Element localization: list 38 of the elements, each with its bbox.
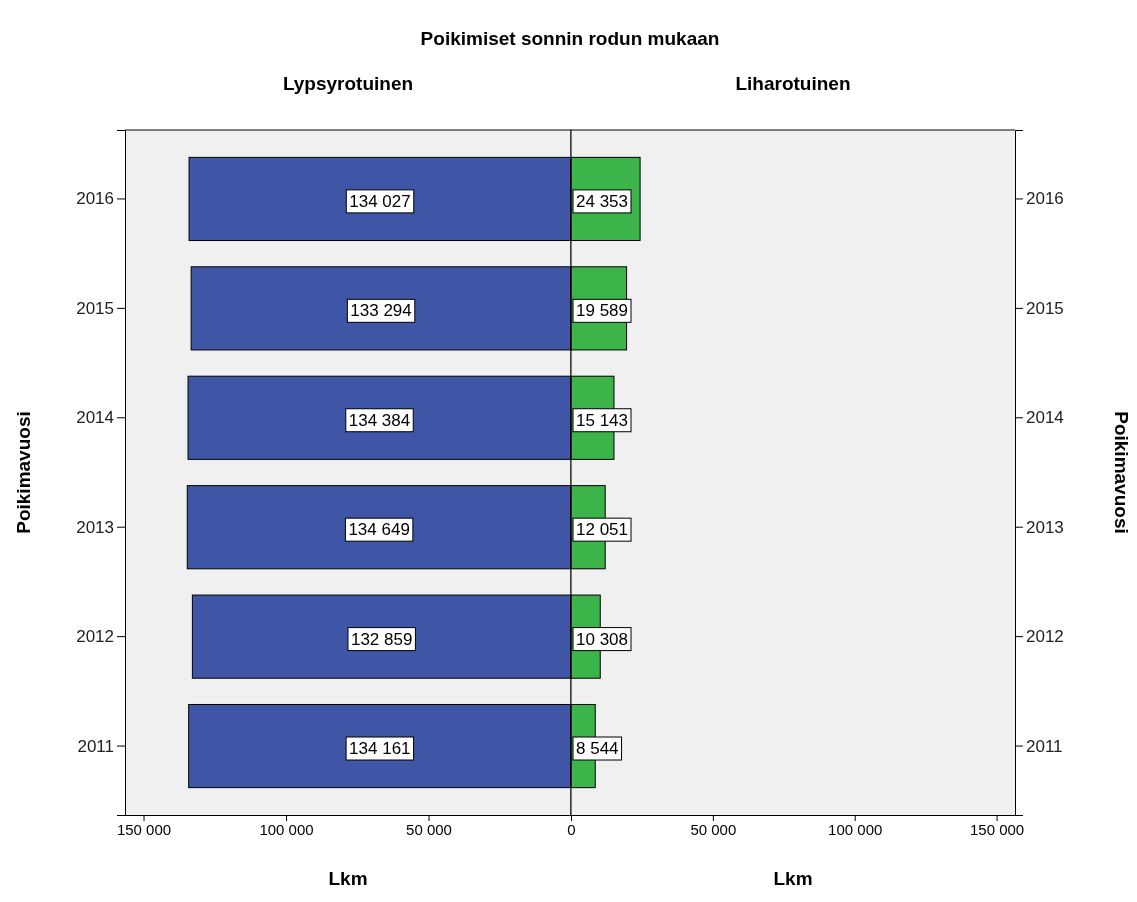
y-tick-label: 2011 — [77, 736, 114, 756]
y-axis-title: Poikimavuosi — [1111, 411, 1132, 534]
y-tick-label: 2013 — [1026, 517, 1064, 537]
x-axis-title: Lkm — [773, 868, 813, 889]
data-label: 134 027 — [349, 191, 411, 211]
chart-title: Liharotuinen — [735, 73, 851, 94]
x-axis-title: Lkm — [328, 868, 368, 889]
data-label: 19 589 — [576, 301, 628, 321]
data-label: 15 143 — [576, 410, 628, 430]
data-label: 24 353 — [576, 191, 628, 211]
y-tick-label: 2014 — [1026, 408, 1064, 428]
x-tick-label: 50 000 — [406, 820, 452, 838]
text: Poikimiset sonnin rodun mukaan — [420, 28, 720, 49]
y-tick-label: 2013 — [76, 517, 114, 537]
x-tick-label: 100 000 — [259, 820, 314, 838]
data-label: 134 384 — [348, 410, 411, 430]
data-label: 133 294 — [350, 301, 412, 321]
data-label: 8 544 — [576, 739, 619, 759]
data-label: 10 308 — [576, 629, 628, 649]
data-label: 132 859 — [350, 629, 413, 649]
y-tick-label: 2012 — [1026, 627, 1064, 647]
y-tick-label: 2014 — [76, 408, 114, 428]
chart-title: Lypsyrotuinen — [282, 73, 414, 94]
x-tick-label: 150 000 — [116, 820, 172, 838]
y-axis-title: Poikimavuosi — [13, 411, 34, 534]
data-label: 134 161 — [349, 739, 411, 759]
y-tick-label: 2011 — [1026, 736, 1063, 756]
y-tick-label: 2016 — [76, 189, 114, 209]
y-tick-label: 2015 — [76, 298, 114, 318]
data-label: 12 051 — [576, 520, 628, 540]
x-tick-label: 50 000 — [690, 820, 737, 838]
x-tick-label: 100 000 — [828, 820, 883, 838]
y-tick-label: 2012 — [76, 627, 114, 647]
x-tick-label: 150 000 — [969, 820, 1025, 838]
y-tick-label: 2015 — [1026, 298, 1064, 318]
y-tick-label: 2016 — [1026, 189, 1064, 209]
x-tick-label: 0 — [567, 820, 576, 838]
data-label: 134 649 — [348, 520, 410, 540]
